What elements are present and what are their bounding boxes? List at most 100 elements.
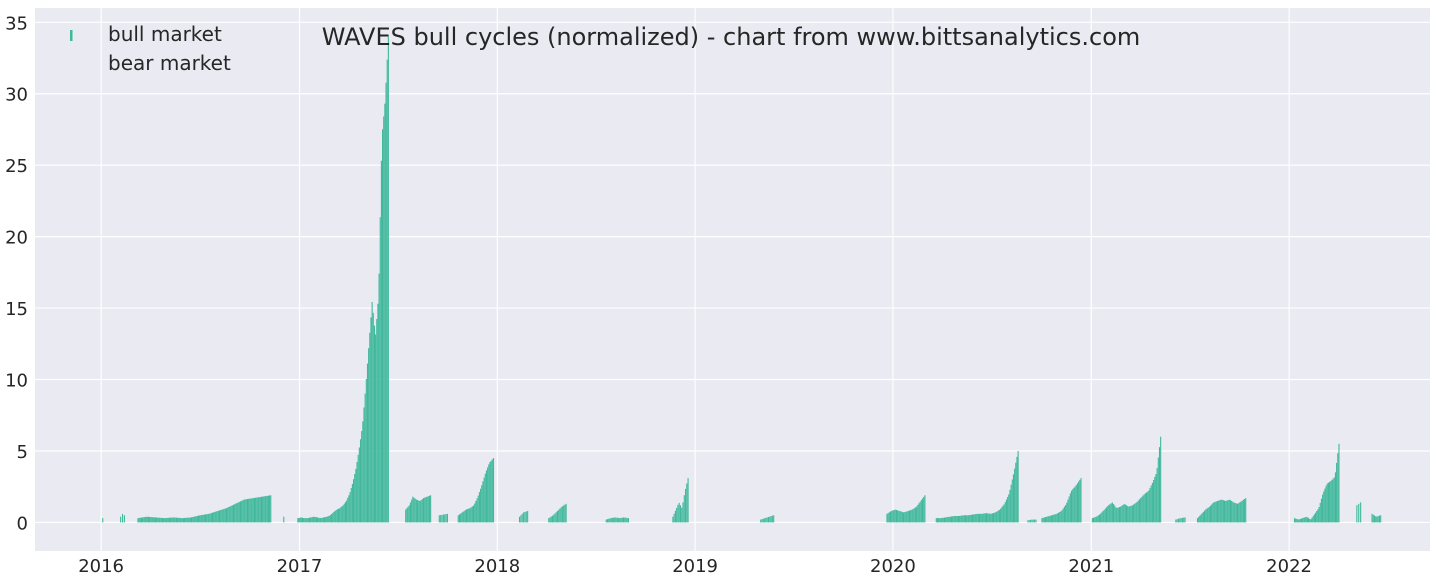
bull-bar (1244, 498, 1246, 523)
bull-bar (1059, 512, 1061, 523)
bull-bar (227, 507, 229, 523)
bull-bar (1070, 490, 1073, 523)
bull-bar (991, 513, 993, 523)
bull-bar (1140, 498, 1142, 523)
bull-bar (1330, 481, 1332, 523)
bull-bar (990, 513, 992, 523)
bull-bar (1199, 515, 1201, 523)
bull-bar (1229, 500, 1231, 523)
bull-bar (1378, 515, 1381, 523)
bull-bar (1118, 507, 1120, 523)
bull-bar (911, 509, 913, 523)
bull-bar (996, 511, 998, 523)
bull-bar (1324, 488, 1326, 523)
bull-bar (102, 518, 104, 523)
bull-bar (988, 513, 990, 523)
bull-bar (1176, 519, 1178, 523)
bull-bar (761, 519, 763, 523)
bull-bar (1094, 517, 1096, 523)
bull-bar (527, 510, 529, 523)
bull-bar (1231, 500, 1233, 523)
bull-bar (606, 519, 609, 523)
bull-bar (1066, 502, 1068, 523)
bull-bar (147, 516, 150, 523)
bull-bar (1211, 504, 1213, 523)
bull-bar (492, 458, 495, 523)
bull-bar (474, 503, 476, 523)
bull-bar (921, 498, 924, 523)
bull-bar (364, 393, 366, 523)
bull-bar (1153, 479, 1155, 523)
bull-bar (1095, 516, 1097, 523)
bull-bar (208, 513, 210, 523)
bull-bar (1138, 499, 1141, 523)
bull-bar (1219, 500, 1221, 523)
bull-bar (971, 514, 974, 523)
bull-bar (154, 517, 157, 523)
bull-bar (682, 502, 684, 523)
bull-bar (220, 510, 222, 523)
bull-bar (1043, 517, 1045, 523)
bull-bar (560, 507, 562, 523)
bull-bar (1205, 509, 1207, 523)
bull-bar (950, 516, 953, 523)
bull-bar (553, 514, 555, 523)
bull-bar (320, 518, 322, 523)
bull-bar (910, 510, 912, 523)
bull-bar (1218, 500, 1220, 523)
bull-bar (344, 502, 346, 523)
bull-bar (142, 517, 144, 523)
bull-bar (329, 515, 331, 523)
bull-bar (256, 497, 258, 523)
bull-bar (179, 517, 181, 523)
bull-bar (1010, 484, 1012, 523)
bull-bar (151, 517, 153, 523)
bull-bar (1238, 503, 1240, 523)
bull-bar (265, 496, 267, 523)
bull-bar (351, 483, 353, 523)
bull-bar (209, 513, 211, 523)
bull-bar (342, 505, 344, 523)
bull-bar (424, 497, 426, 523)
bull-bar (618, 517, 620, 523)
bull-bar (1127, 506, 1129, 523)
bull-bar (987, 513, 989, 523)
bull-bar (263, 496, 265, 523)
bull-bar (253, 497, 256, 523)
bull-bar (982, 513, 984, 523)
bull-bar (1157, 457, 1159, 523)
bull-bar (414, 498, 416, 523)
bull-bar (1111, 502, 1113, 523)
bull-bar (969, 514, 971, 523)
bull-bar (163, 518, 165, 523)
bull-bar (1156, 468, 1158, 523)
y-tick-label: 0 (17, 513, 28, 534)
bull-bar (907, 510, 909, 523)
bull-bar (520, 515, 522, 523)
bull-bar (245, 499, 247, 523)
bull-bar (428, 495, 431, 523)
bull-bar (207, 513, 209, 523)
bull-bar (1233, 502, 1235, 523)
bull-bar (1114, 505, 1116, 523)
bull-bar (1226, 500, 1228, 523)
bull-bar (924, 495, 926, 523)
bull-bar (353, 479, 355, 523)
bull-bar (232, 504, 235, 523)
bull-bar (255, 497, 257, 523)
bull-bar (563, 505, 565, 523)
bull-bar (206, 514, 208, 523)
bull-bar (1319, 502, 1321, 523)
bull-bar (1375, 516, 1377, 523)
bull-bar (236, 503, 238, 523)
bull-bar (244, 499, 246, 523)
bull-bar (1052, 515, 1054, 523)
bull-bar (762, 518, 764, 523)
bull-bar (1376, 516, 1378, 523)
bull-bar (187, 517, 189, 523)
bull-bar (326, 516, 328, 523)
bull-bar (217, 510, 219, 523)
bull-bar (269, 495, 271, 523)
bull-bar (1312, 515, 1314, 523)
bull-bar (202, 514, 204, 523)
